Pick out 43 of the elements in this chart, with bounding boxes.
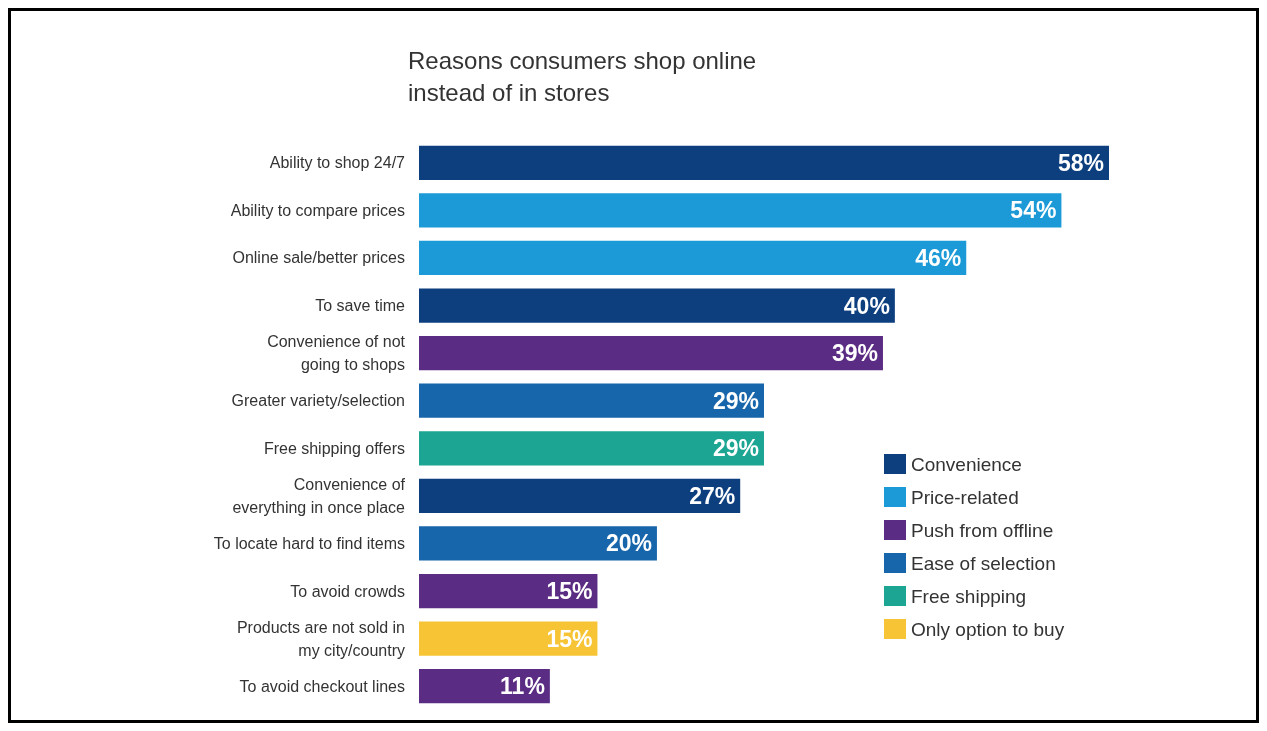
bar (419, 573, 598, 609)
y-tick-label: Convenience of not going to shops (267, 333, 406, 374)
y-tick-label: To avoid checkout lines (239, 677, 405, 695)
legend-label: Convenience (911, 453, 1022, 475)
bar (419, 621, 598, 656)
bar (419, 383, 764, 418)
data-label: 39% (831, 340, 878, 367)
data-label: 58% (1057, 149, 1104, 176)
data-label: 11% (500, 673, 545, 700)
bar (419, 240, 967, 276)
legend-label: Ease of selection (911, 552, 1056, 574)
legend-label: Price-related (911, 486, 1019, 508)
data-label: 20% (605, 530, 652, 557)
y-tick-label: Convenience of everything in once place (232, 475, 406, 516)
chart-title: Reasons consumers shop online instead of in stores (408, 46, 757, 106)
y-tick-label: Online sale/better prices (232, 249, 405, 267)
y-tick-label: Products are not sold in my city/country (236, 618, 405, 659)
bar (419, 669, 550, 704)
bar (419, 526, 657, 561)
y-tick-label: Free shipping offers (263, 439, 405, 457)
data-label: 54% (1010, 197, 1057, 224)
legend-label: Push from offline (911, 519, 1054, 541)
data-label: 29% (712, 435, 759, 462)
data-label: 40% (843, 292, 890, 319)
bar (419, 288, 895, 323)
y-tick-label: To avoid crowds (290, 582, 405, 600)
data-label: 46% (915, 244, 962, 271)
bar (419, 478, 741, 514)
y-tick-label: To locate hard to find items (213, 534, 405, 552)
bar (419, 193, 1062, 228)
y-tick-label: Ability to compare prices (230, 201, 405, 219)
bar (419, 431, 764, 466)
y-tick-label: To save time (315, 297, 406, 315)
y-tick-label: Ability to shop 24/7 (269, 154, 406, 172)
data-label: 29% (712, 387, 759, 414)
y-tick-label: Greater variety/selection (231, 392, 405, 410)
legend-label: Only option to buy (911, 618, 1065, 640)
data-label: 15% (546, 625, 593, 652)
data-label: 15% (546, 578, 593, 605)
bar (419, 145, 1109, 180)
data-label: 27% (689, 482, 736, 509)
bar (419, 336, 883, 371)
legend-label: Free shipping (911, 585, 1027, 607)
